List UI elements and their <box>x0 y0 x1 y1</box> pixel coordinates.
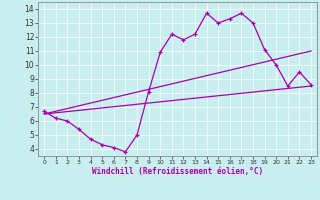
X-axis label: Windchill (Refroidissement éolien,°C): Windchill (Refroidissement éolien,°C) <box>92 167 263 176</box>
